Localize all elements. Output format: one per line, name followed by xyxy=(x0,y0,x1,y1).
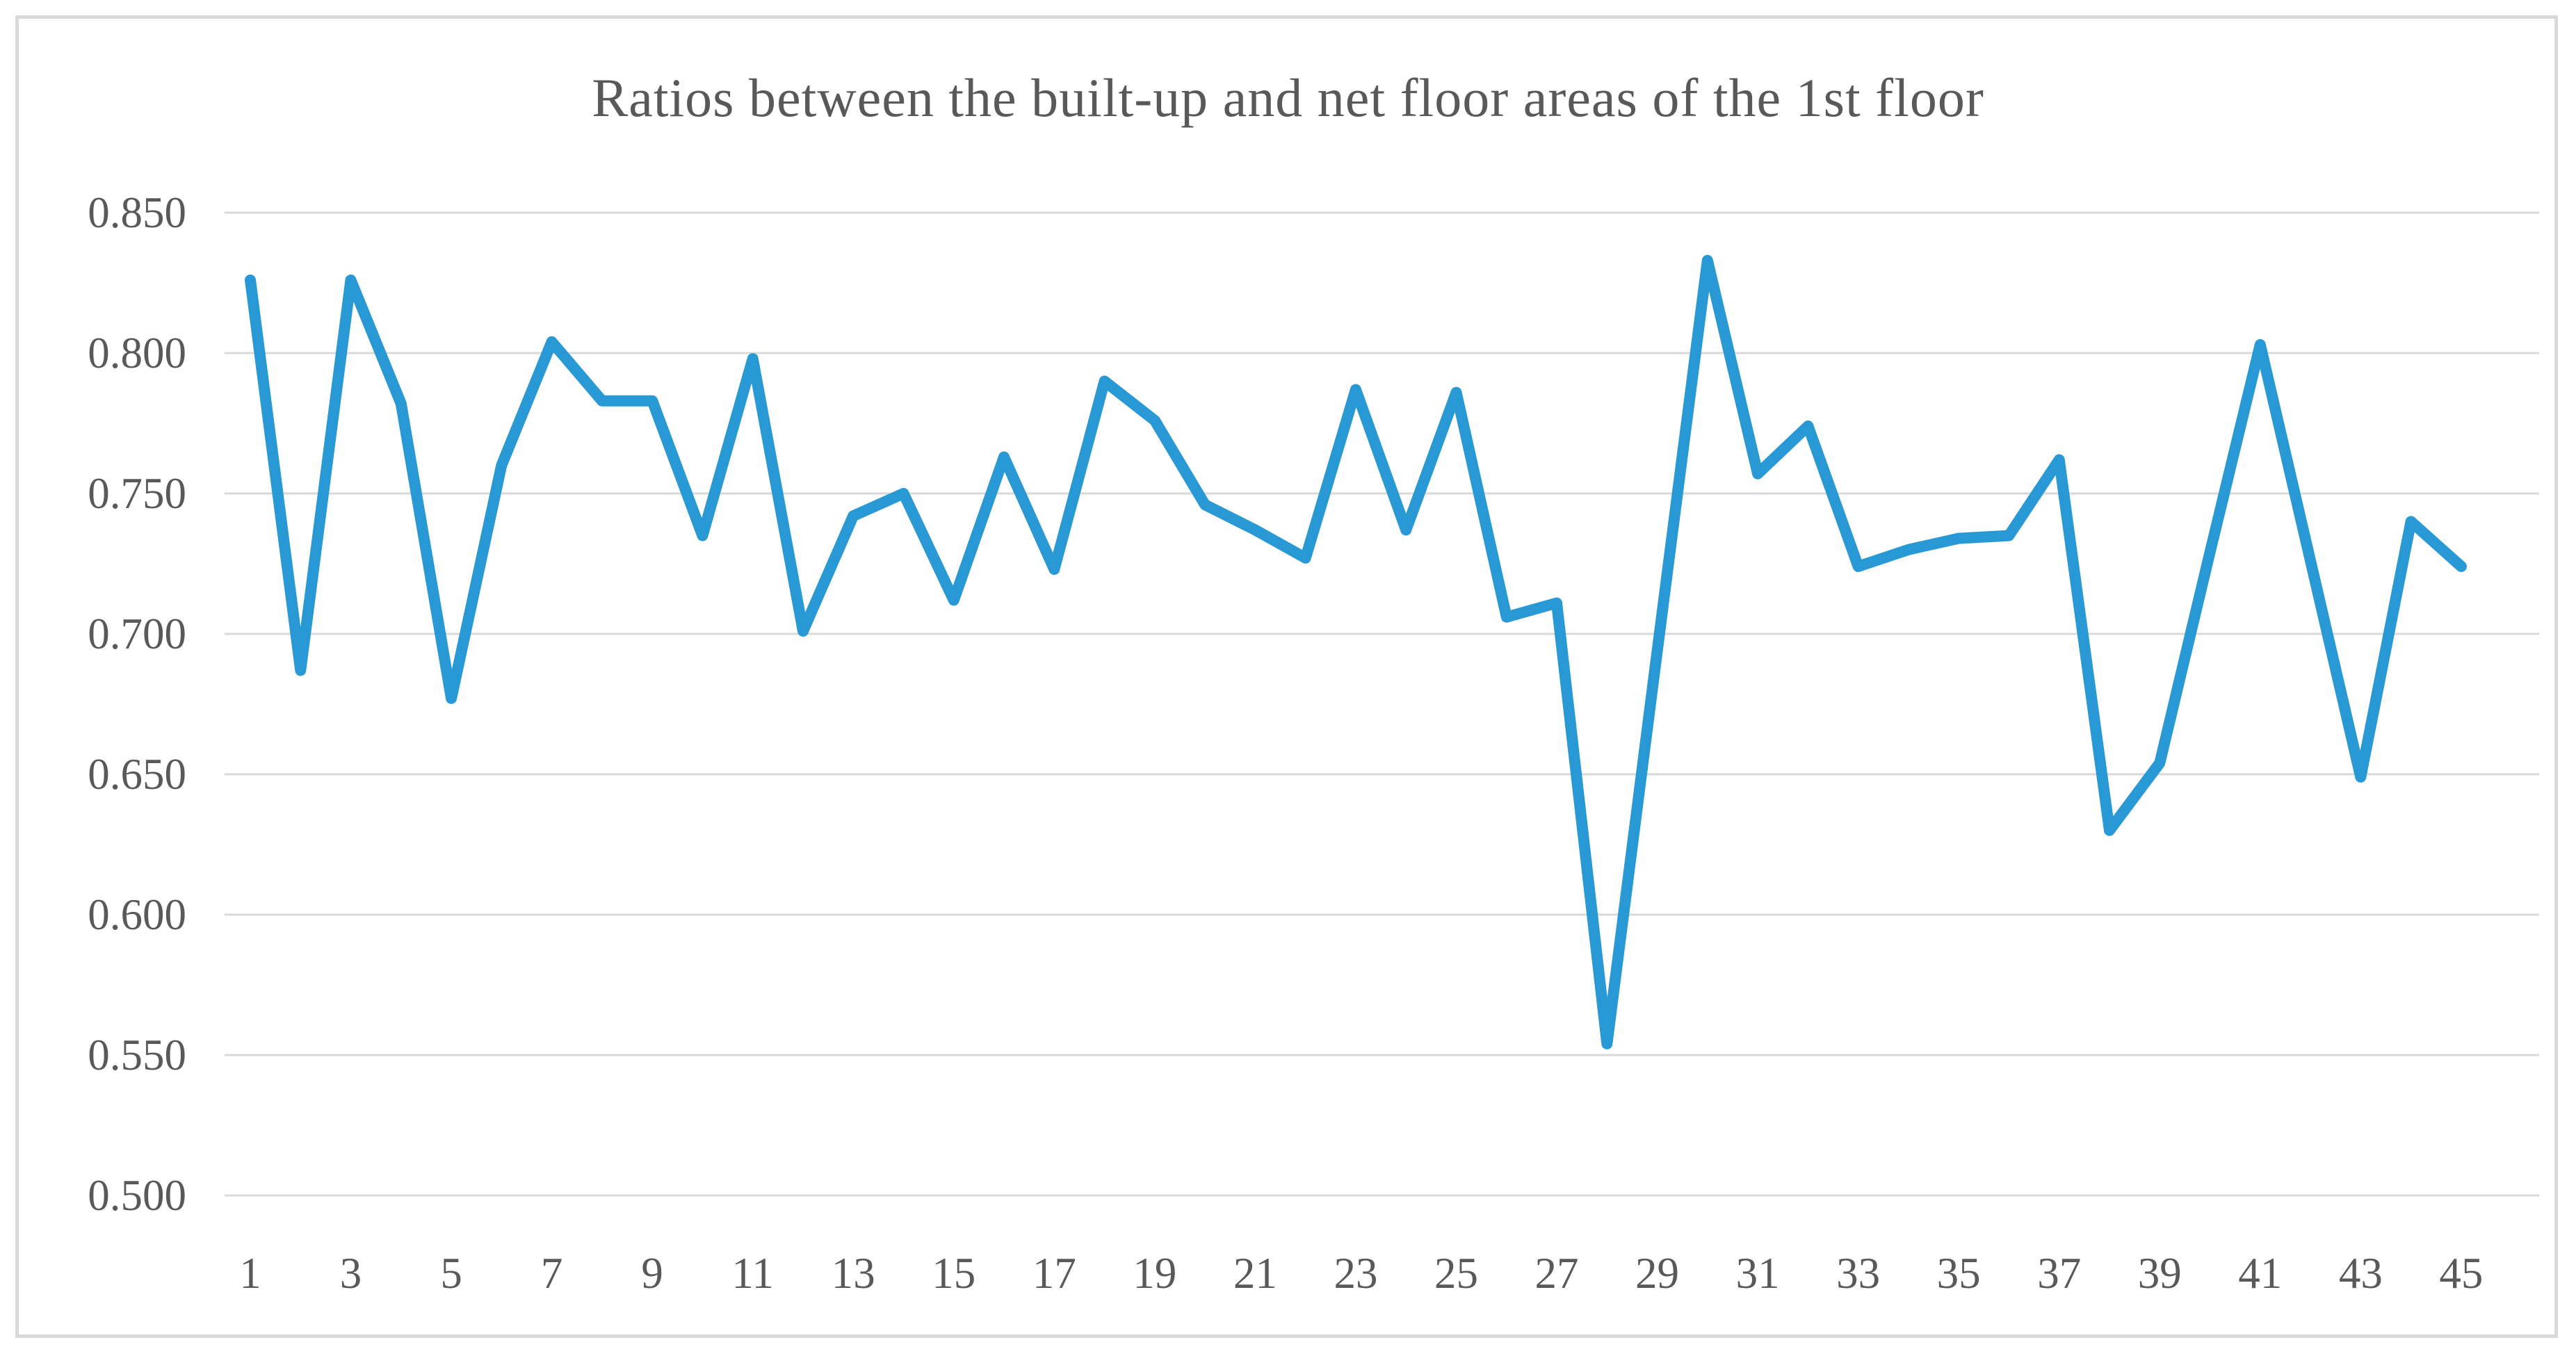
x-axis-tick-label: 3 xyxy=(340,1249,362,1298)
line-series-group xyxy=(245,254,2467,1049)
x-axis-tick-label: 25 xyxy=(1434,1249,1478,1298)
x-axis-tick-label: 1 xyxy=(239,1249,261,1298)
x-axis-tick-label: 19 xyxy=(1133,1249,1176,1298)
x-axis-tick-label: 23 xyxy=(1334,1249,1377,1298)
chart-frame xyxy=(15,15,2558,1338)
line-series xyxy=(245,254,2467,1049)
y-axis-tick-label: 0.500 xyxy=(88,1171,186,1220)
y-axis-tick-labels: 0.500 0.550 0.600 0.650 0.700 0.750 0.800 0.850 xyxy=(88,188,186,1220)
y-axis-tick-label: 0.850 xyxy=(88,188,186,237)
x-axis-tick-label: 45 xyxy=(2439,1249,2483,1298)
x-axis-tick-label: 35 xyxy=(1937,1249,1981,1298)
x-axis-tick-label: 31 xyxy=(1736,1249,1780,1298)
y-axis-tick-label: 0.600 xyxy=(88,890,186,939)
chart-title: Ratios between the built-up and net floo… xyxy=(592,67,1984,128)
x-axis-tick-label: 7 xyxy=(541,1249,563,1298)
x-axis-tick-labels: 1 3 5 7 9 11 13 15 17 19 21 23 25 27 29 31 33 35 37 39 41 43 4… xyxy=(239,1249,2483,1298)
x-axis-tick-label: 15 xyxy=(932,1249,975,1298)
x-axis-tick-label: 13 xyxy=(832,1249,875,1298)
x-axis-tick-label: 39 xyxy=(2138,1249,2182,1298)
y-axis-tick-label: 0.700 xyxy=(88,610,186,658)
x-axis-tick-label: 27 xyxy=(1535,1249,1579,1298)
x-axis-tick-label: 37 xyxy=(2037,1249,2081,1298)
x-axis-tick-label: 33 xyxy=(1836,1249,1880,1298)
x-axis-tick-label: 9 xyxy=(641,1249,663,1298)
y-axis-tick-label: 0.800 xyxy=(88,329,186,377)
y-axis-tick-label: 0.750 xyxy=(88,469,186,518)
y-axis-tick-label: 0.650 xyxy=(88,750,186,799)
x-axis-tick-label: 17 xyxy=(1032,1249,1076,1298)
x-axis-tick-label: 41 xyxy=(2238,1249,2282,1298)
x-axis-tick-label: 21 xyxy=(1233,1249,1277,1298)
y-axis-tick-label: 0.550 xyxy=(88,1031,186,1079)
x-axis-tick-label: 29 xyxy=(1635,1249,1679,1298)
x-axis-tick-label: 5 xyxy=(440,1249,462,1298)
x-axis-tick-label: 11 xyxy=(731,1249,774,1298)
x-axis-tick-label: 43 xyxy=(2339,1249,2383,1298)
